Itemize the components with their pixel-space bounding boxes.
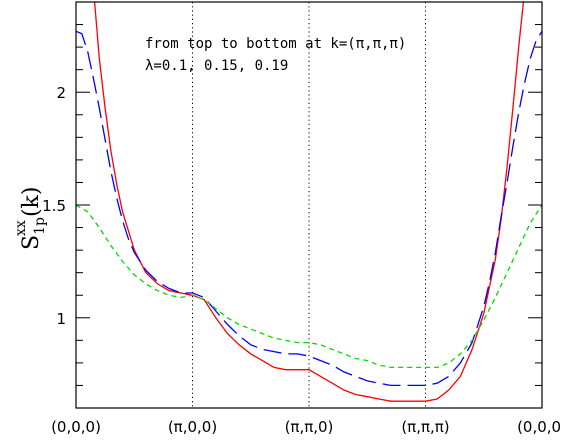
y-tick-label-0: 1 bbox=[56, 310, 66, 328]
x-tick-label-1: (π,0,0) bbox=[168, 418, 217, 436]
x-tick-label-3: (π,π,π) bbox=[401, 418, 449, 436]
x-tick-labels: (0,0,0) (π,0,0) (π,π,0) (π,π,π) (0,0,0) bbox=[51, 418, 562, 436]
ylabel-sub: 1p bbox=[32, 217, 48, 235]
ylabel-sup: xx bbox=[13, 220, 29, 236]
y-tick-label-1: 1.5 bbox=[42, 197, 66, 215]
svg-text:S1p(k): S1p(k) bbox=[19, 187, 48, 250]
annotation-line-2: λ=0.1, 0.15, 0.19 bbox=[145, 58, 288, 74]
ylabel-main: S bbox=[19, 235, 44, 250]
y-axis-label: S1p(k) xx bbox=[13, 187, 48, 250]
x-tick-label-4: (0,0,0) bbox=[517, 418, 562, 436]
x-tick-label-0: (0,0,0) bbox=[51, 418, 101, 436]
y-tick-label-2: 2 bbox=[56, 84, 66, 102]
x-tick-label-2: (π,π,0) bbox=[285, 418, 334, 436]
annotation-line-1: from top to bottom at k=(π,π,π) bbox=[145, 36, 406, 52]
ylabel-arg: (k) bbox=[19, 187, 44, 218]
y-tick-labels: 11.52 bbox=[42, 84, 66, 328]
